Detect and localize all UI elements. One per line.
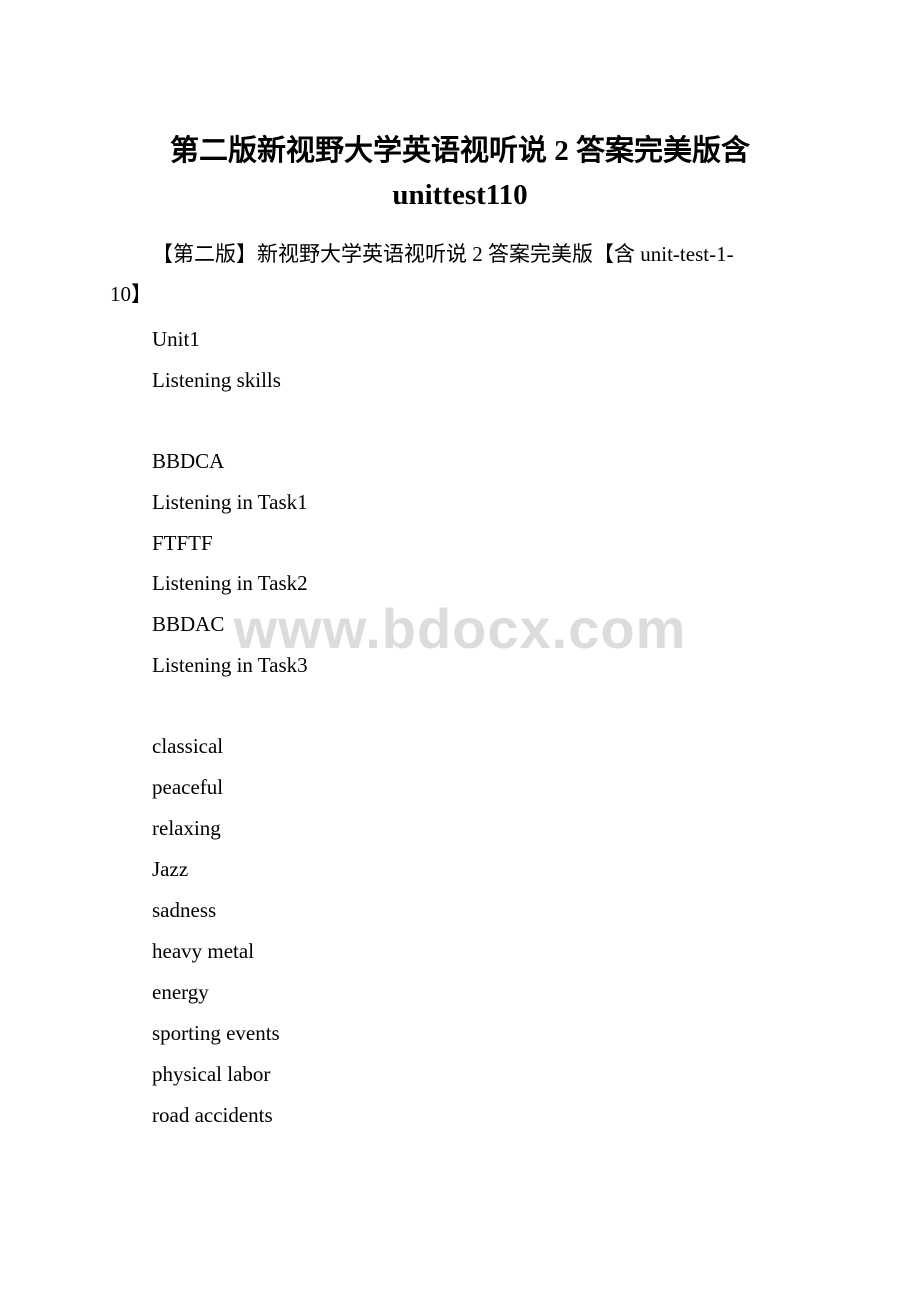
content-line: Listening in Task3 [110, 645, 810, 686]
content-line: BBDCA [110, 441, 810, 482]
content-line: energy [110, 972, 810, 1013]
content-line: sadness [110, 890, 810, 931]
content-line: classical [110, 726, 810, 767]
content-line: BBDAC [110, 604, 810, 645]
content-line: road accidents [110, 1095, 810, 1136]
content-line: Unit1 [110, 319, 810, 360]
subtitle-line-1: 【第二版】新视野大学英语视听说 2 答案完美版【含 unit-test-1- [110, 235, 810, 275]
content-line: sporting events [110, 1013, 810, 1054]
content-line: FTFTF [110, 523, 810, 564]
content-line: Listening in Task2 [110, 563, 810, 604]
content-line: peaceful [110, 767, 810, 808]
content-line: relaxing [110, 808, 810, 849]
title-line-1: 第二版新视野大学英语视听说 2 答案完美版含 [170, 135, 750, 167]
content-line: Listening in Task1 [110, 482, 810, 523]
content-line: Listening skills [110, 360, 810, 401]
title-line-2: unittest110 [392, 179, 527, 211]
content-line: heavy metal [110, 931, 810, 972]
document-title: 第二版新视野大学英语视听说 2 答案完美版含 unittest110 [110, 130, 810, 217]
spacer [110, 401, 810, 441]
subtitle-line-2: 10】 [110, 275, 810, 315]
content-line: physical labor [110, 1054, 810, 1095]
content-line: Jazz [110, 849, 810, 890]
spacer [110, 686, 810, 726]
document-content: 第二版新视野大学英语视听说 2 答案完美版含 unittest110 【第二版】… [110, 130, 810, 1136]
